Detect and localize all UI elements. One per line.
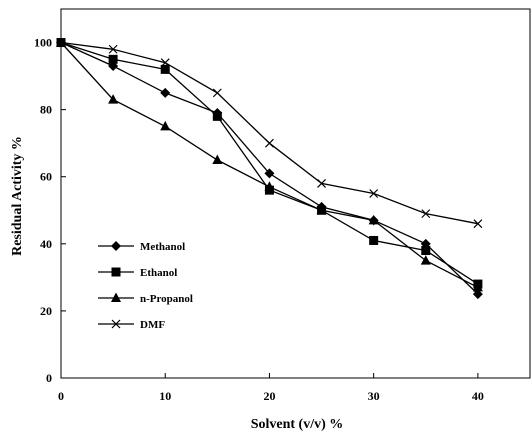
data-point: [420, 255, 431, 265]
x-tick-label: 0: [58, 389, 64, 403]
legend-marker: [111, 241, 121, 251]
data-point: [108, 94, 119, 104]
x-axis-title: Solvent (v/v) %: [251, 417, 344, 432]
legend-label: Methanol: [140, 241, 185, 253]
x-tick-label: 10: [159, 389, 171, 403]
data-point: [212, 154, 223, 164]
data-point: [160, 87, 171, 98]
legend-marker: [111, 267, 121, 277]
data-point: [421, 246, 431, 256]
data-point: [56, 38, 66, 47]
series-n-propanol: [56, 37, 483, 292]
series-dmf: [56, 38, 483, 229]
y-tick-label: 0: [46, 371, 52, 385]
data-point: [212, 88, 222, 98]
x-axis: 0 10 20 30 40: [58, 373, 484, 403]
legend-marker: [111, 319, 121, 329]
series-methanol: [56, 37, 483, 300]
legend: Methanol Ethanol n-Propanol DMF: [98, 241, 193, 331]
legend-item: n-Propanol: [98, 292, 193, 305]
plot-area: [60, 8, 531, 379]
series-line: [60, 41, 479, 225]
y-tick-label: 20: [40, 304, 52, 318]
legend-item: Methanol: [98, 241, 185, 253]
data-point: [108, 61, 119, 72]
data-point: [160, 120, 171, 131]
series-line: [60, 42, 479, 288]
data-point: [264, 168, 275, 179]
x-tick-label: 30: [368, 389, 380, 403]
data-point: [369, 189, 379, 198]
data-point: [108, 54, 118, 64]
series-ethanol: [56, 38, 483, 289]
data-point: [472, 289, 483, 300]
y-tick-label: 40: [40, 237, 52, 251]
y-tick-label: 60: [40, 170, 52, 184]
legend-item: DMF: [98, 319, 165, 331]
series-line: [60, 41, 479, 285]
data-point: [316, 204, 327, 215]
data-point: [317, 179, 326, 188]
data-point: [369, 235, 379, 245]
data-point: [265, 138, 274, 148]
data-point: [212, 111, 222, 121]
data-point: [160, 64, 170, 74]
data-point: [473, 219, 483, 229]
data-point: [421, 209, 431, 219]
series-line: [60, 41, 479, 295]
data-point: [108, 44, 118, 54]
data-point: [368, 214, 379, 225]
y-tick-label: 80: [40, 103, 52, 117]
y-axis-title: Residual Activity %: [10, 136, 25, 256]
data-point: [160, 58, 170, 68]
x-tick-label: 40: [472, 389, 484, 403]
series-layer: [56, 37, 483, 300]
legend-label: Ethanol: [140, 267, 177, 279]
legend-label: n-Propanol: [140, 293, 193, 305]
legend-label: DMF: [140, 319, 165, 331]
legend-item: Ethanol: [98, 267, 177, 279]
data-point: [472, 281, 483, 292]
legend-marker: [111, 292, 121, 302]
x-tick-label: 20: [263, 389, 275, 403]
plot-border: [60, 8, 531, 379]
data-point: [264, 181, 275, 191]
y-tick-label: 100: [34, 36, 52, 50]
